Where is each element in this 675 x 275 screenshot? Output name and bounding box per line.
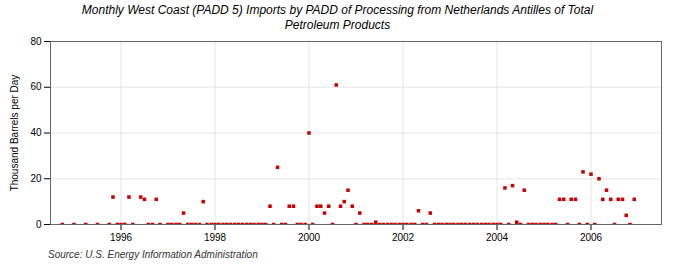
svg-text:2004: 2004 (486, 232, 509, 243)
html-text:Source: U.S. Energy Informatio: Source: U.S. Energy Information Administ… (48, 249, 258, 260)
svg-text:0: 0 (36, 219, 42, 230)
svg-text:20: 20 (30, 173, 42, 184)
svg-text:1996: 1996 (110, 232, 133, 243)
svg-text:Thousand Barrels per Day: Thousand Barrels per Day (9, 75, 20, 192)
svg-text:80: 80 (30, 36, 42, 47)
html-text:Monthly West Coast (PADD 5) Im: Monthly West Coast (PADD 5) Imports by P… (81, 3, 594, 32)
svg-text:40: 40 (30, 127, 42, 138)
svg-text:60: 60 (30, 81, 42, 92)
svg-text:2000: 2000 (298, 232, 321, 243)
svg-text:2002: 2002 (392, 232, 415, 243)
svg-text:2006: 2006 (580, 232, 603, 243)
svg-text:1998: 1998 (204, 232, 227, 243)
